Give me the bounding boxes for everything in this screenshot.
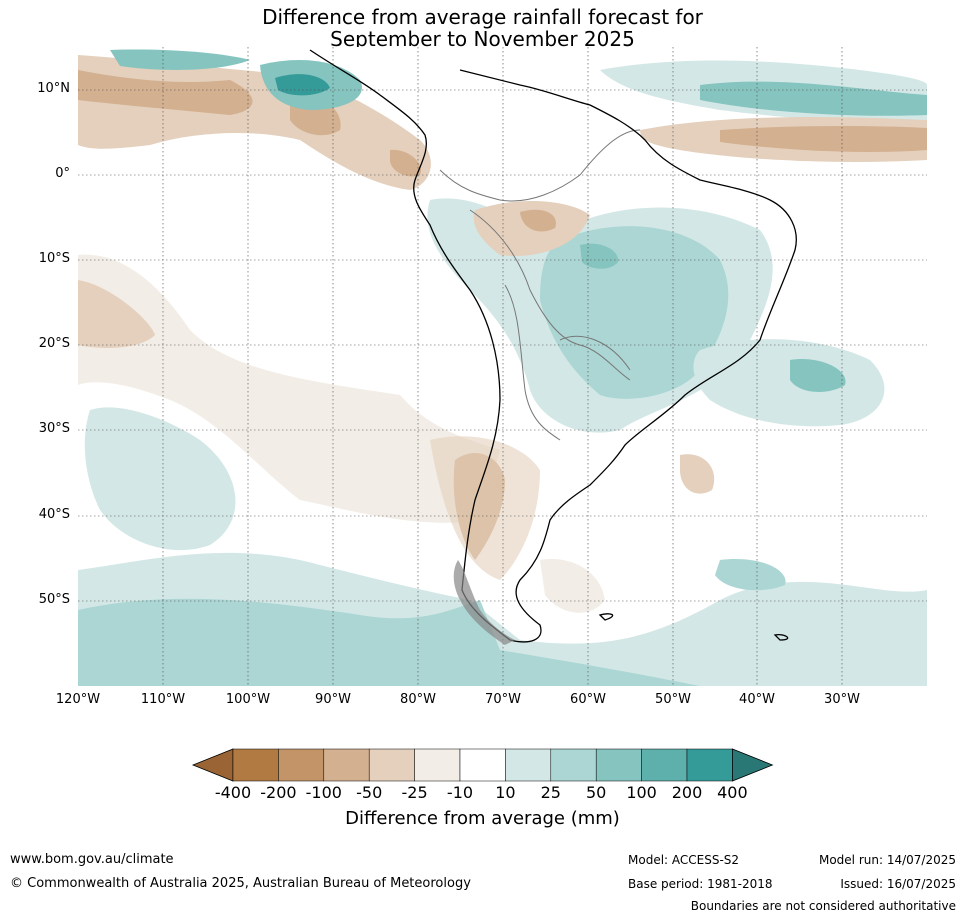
footer-disclaimer: Boundaries are not considered authoritat…	[690, 899, 956, 913]
lat-label-20s: 20°S	[38, 336, 70, 351]
lat-label-10n: 10°N	[37, 81, 70, 96]
colorbar-cell	[323, 748, 370, 782]
colorbar-cell	[278, 748, 325, 782]
colorbar-cell	[414, 748, 461, 782]
colorbar-tick-label: 400	[717, 783, 748, 802]
colorbar-cell	[550, 748, 597, 782]
footer-model-run: Model run: 14/07/2025	[818, 853, 956, 867]
title-line-2: September to November 2025	[330, 27, 635, 51]
colorbar-label: Difference from average (mm)	[345, 808, 620, 829]
footer-base-period: Base period: 1981-2018	[628, 877, 773, 891]
lat-label-50s: 50°S	[38, 592, 70, 607]
colorbar-tick-label: -50	[356, 783, 383, 802]
colorbar-cell	[595, 748, 642, 782]
title-line-1: Difference from average rainfall forecas…	[262, 5, 703, 29]
footer-issued: Issued: 16/07/2025	[840, 877, 956, 891]
lon-label-80w: 80°W	[400, 692, 436, 707]
colorbar-tick-label: 100	[626, 783, 657, 802]
colorbar-tick-label: -10	[446, 783, 474, 802]
lat-label-40s: 40°S	[38, 507, 70, 522]
lon-label-90w: 90°W	[315, 692, 351, 707]
lon-label-70w: 70°W	[485, 692, 521, 707]
lat-label-10s: 10°S	[38, 251, 70, 266]
footer-website: www.bom.gov.au/climate	[10, 852, 174, 867]
lon-label-60w: 60°W	[570, 692, 606, 707]
lon-label-120w: 120°W	[55, 692, 101, 707]
colorbar-cell	[459, 748, 506, 782]
country-borders	[439, 129, 641, 441]
footer-copyright: © Commonwealth of Australia 2025, Austra…	[10, 876, 471, 891]
colorbar-cell	[232, 748, 279, 782]
colorbar-tick-label: 25	[540, 783, 561, 802]
colorbar-tick-label: 10	[495, 783, 516, 802]
colorbar-arrow-low	[191, 748, 234, 782]
lon-label-110w: 110°W	[140, 692, 186, 707]
anomaly-shading	[78, 47, 927, 686]
colorbar-tick-label: -100	[305, 783, 342, 802]
footer-model: Model: ACCESS-S2	[628, 853, 740, 867]
colorbar-tick-label: -25	[401, 783, 428, 802]
colorbar-cell	[505, 748, 552, 782]
lat-label-30s: 30°S	[38, 421, 70, 436]
colorbar-tick-label: -400	[214, 783, 252, 802]
colorbar-arrow-high	[732, 748, 774, 782]
lon-label-30w: 30°W	[824, 692, 860, 707]
lon-label-100w: 100°W	[225, 692, 271, 707]
colorbar-cell	[368, 748, 415, 782]
colorbar-tick-label: 200	[671, 783, 703, 802]
colorbar-cell	[641, 748, 688, 782]
colorbar-cell	[686, 748, 733, 782]
graticule	[78, 47, 927, 686]
coastline	[309, 49, 797, 643]
lat-label-0: 0°	[55, 166, 70, 181]
colorbar-tick-label: -200	[260, 783, 297, 802]
colorbar-tick-label: 50	[586, 783, 607, 802]
lon-label-40w: 40°W	[739, 692, 775, 707]
lon-label-50w: 50°W	[655, 692, 691, 707]
